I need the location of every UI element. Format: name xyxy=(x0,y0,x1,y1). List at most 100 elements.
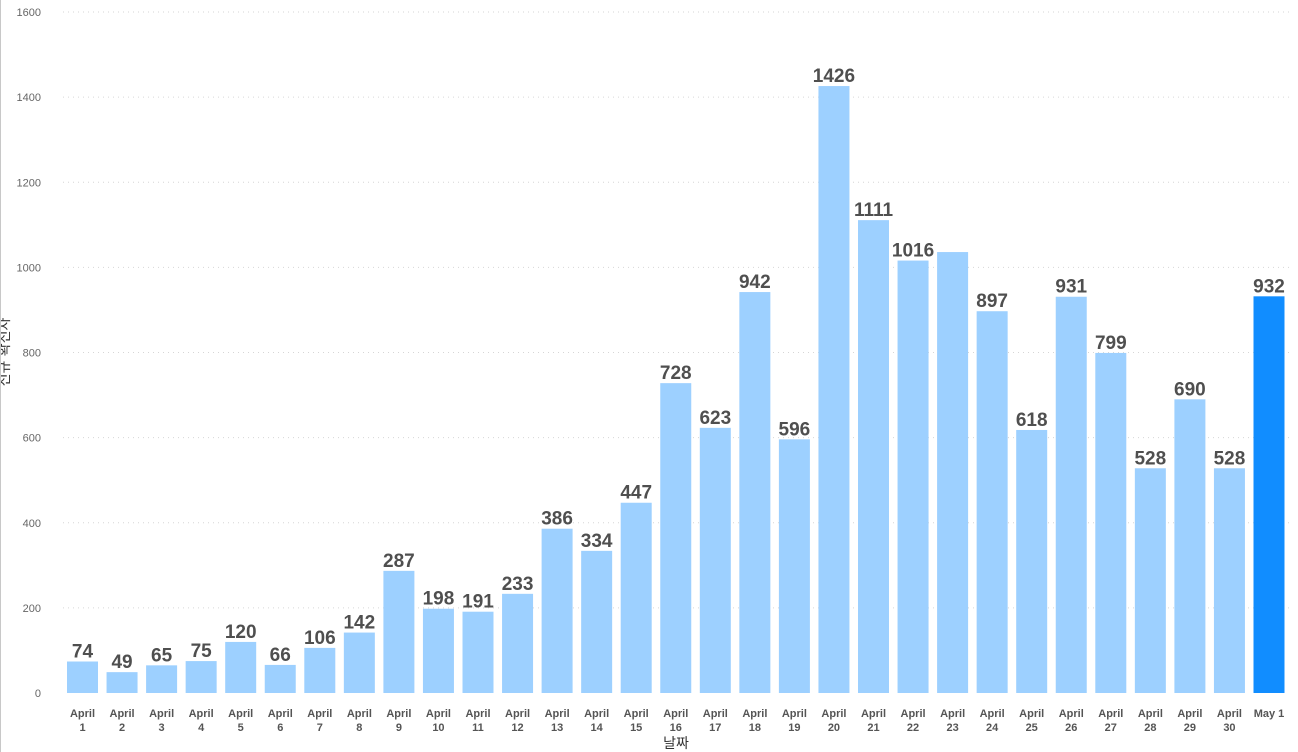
bar xyxy=(699,427,731,693)
x-axis-ticks: April 1 April 2 April 3 April 4 April 5 April 6 Apri… xyxy=(70,708,1284,734)
data-label: 897 xyxy=(976,291,1008,312)
bar xyxy=(1174,399,1206,693)
x-tick-label: April 13 xyxy=(545,708,570,734)
data-label: 932 xyxy=(1253,276,1285,297)
bar xyxy=(304,647,336,693)
bar xyxy=(1134,468,1166,693)
y-tick-label: 800 xyxy=(23,348,41,360)
y-tick-label: 600 xyxy=(23,433,41,445)
bar xyxy=(818,86,850,694)
data-label: 386 xyxy=(541,509,573,530)
bars xyxy=(67,86,1285,694)
bar xyxy=(225,641,257,693)
bar xyxy=(739,292,771,693)
bar xyxy=(581,550,613,693)
bar xyxy=(422,608,454,693)
data-labels: 74 49 65 75 120 66 106 142 287 198 191 233 386 334 447… xyxy=(72,66,1285,673)
x-tick-label: April 17 xyxy=(703,708,728,734)
x-tick-label: May 1 xyxy=(1254,708,1285,720)
x-tick-label: April 24 xyxy=(980,708,1005,734)
data-label: 74 xyxy=(72,642,94,663)
data-label: 942 xyxy=(739,272,771,293)
x-tick-label: April 29 xyxy=(1177,708,1202,734)
bar xyxy=(1055,296,1087,693)
y-axis-title: 신규 확진자 xyxy=(1,317,13,386)
bar xyxy=(264,664,296,693)
x-tick-label: April 26 xyxy=(1059,708,1084,734)
data-label: 120 xyxy=(225,622,257,643)
bar xyxy=(67,661,98,693)
bar xyxy=(897,260,929,693)
x-tick-label: April 23 xyxy=(940,708,965,734)
bar xyxy=(660,383,692,693)
bar-highlighted xyxy=(1253,296,1285,693)
bar xyxy=(185,661,217,693)
data-label: 191 xyxy=(462,592,494,613)
data-label: 528 xyxy=(1134,448,1166,469)
x-tick-label: April 22 xyxy=(901,708,926,734)
bar xyxy=(1016,429,1048,693)
data-label: 618 xyxy=(1016,410,1048,431)
bar xyxy=(976,311,1008,693)
x-tick-label: April 4 xyxy=(189,708,214,734)
y-tick-label: 200 xyxy=(23,603,41,615)
data-label: 287 xyxy=(383,551,415,572)
y-tick-label: 1000 xyxy=(17,262,41,274)
data-label: 728 xyxy=(660,363,692,384)
x-tick-label: April 1 xyxy=(70,708,95,734)
bar xyxy=(146,665,178,693)
data-label: 334 xyxy=(581,531,613,552)
data-label: 596 xyxy=(779,419,811,440)
x-tick-label: April 20 xyxy=(821,708,846,734)
x-tick-label: April 21 xyxy=(861,708,886,734)
data-label: 49 xyxy=(111,652,132,673)
y-tick-label: 400 xyxy=(23,518,41,530)
x-tick-label: April 10 xyxy=(426,708,451,734)
x-tick-label: April 9 xyxy=(386,708,411,734)
bar xyxy=(343,632,375,693)
x-tick-label: April 3 xyxy=(149,708,174,734)
data-label: 931 xyxy=(1055,277,1087,298)
x-tick-label: April 15 xyxy=(624,708,649,734)
data-label: 623 xyxy=(699,408,731,429)
bar xyxy=(1213,468,1245,693)
data-label: 198 xyxy=(423,589,455,610)
bar xyxy=(778,439,810,693)
data-label: 690 xyxy=(1174,379,1206,400)
data-label: 1111 xyxy=(854,200,894,221)
bar xyxy=(541,528,573,693)
data-label: 799 xyxy=(1095,333,1127,354)
x-tick-label: April 11 xyxy=(465,708,490,734)
y-tick-label: 0 xyxy=(35,688,41,700)
data-label: 528 xyxy=(1214,448,1246,469)
data-label: 106 xyxy=(304,628,336,649)
data-label: 66 xyxy=(270,645,291,666)
bar xyxy=(106,672,138,693)
x-tick-label: April 25 xyxy=(1019,708,1044,734)
bar xyxy=(462,611,494,693)
data-label: 233 xyxy=(502,574,534,595)
x-tick-label: April 30 xyxy=(1217,708,1242,734)
x-tick-label: April 5 xyxy=(228,708,253,734)
y-tick-label: 1400 xyxy=(17,92,41,104)
x-tick-label: April 28 xyxy=(1138,708,1163,734)
x-tick-label: April 19 xyxy=(782,708,807,734)
y-axis-ticks: 0 200 400 600 800 1000 1200 1400 1600 xyxy=(17,7,41,700)
x-axis-title: 날짜 xyxy=(663,736,689,752)
bar xyxy=(1095,352,1127,693)
bar xyxy=(858,220,889,694)
bar xyxy=(383,570,415,693)
y-tick-label: 1600 xyxy=(17,7,41,19)
x-tick-label: April 14 xyxy=(584,708,609,734)
x-tick-label: April 7 xyxy=(307,708,332,734)
data-label: 75 xyxy=(191,641,213,662)
x-tick-label: April 8 xyxy=(347,708,372,734)
x-tick-label: April 12 xyxy=(505,708,530,734)
x-tick-label: April 27 xyxy=(1098,708,1123,734)
data-label: 142 xyxy=(343,613,375,634)
y-tick-label: 1200 xyxy=(17,177,41,189)
data-label: 447 xyxy=(620,483,652,504)
x-tick-label: April 18 xyxy=(742,708,767,734)
